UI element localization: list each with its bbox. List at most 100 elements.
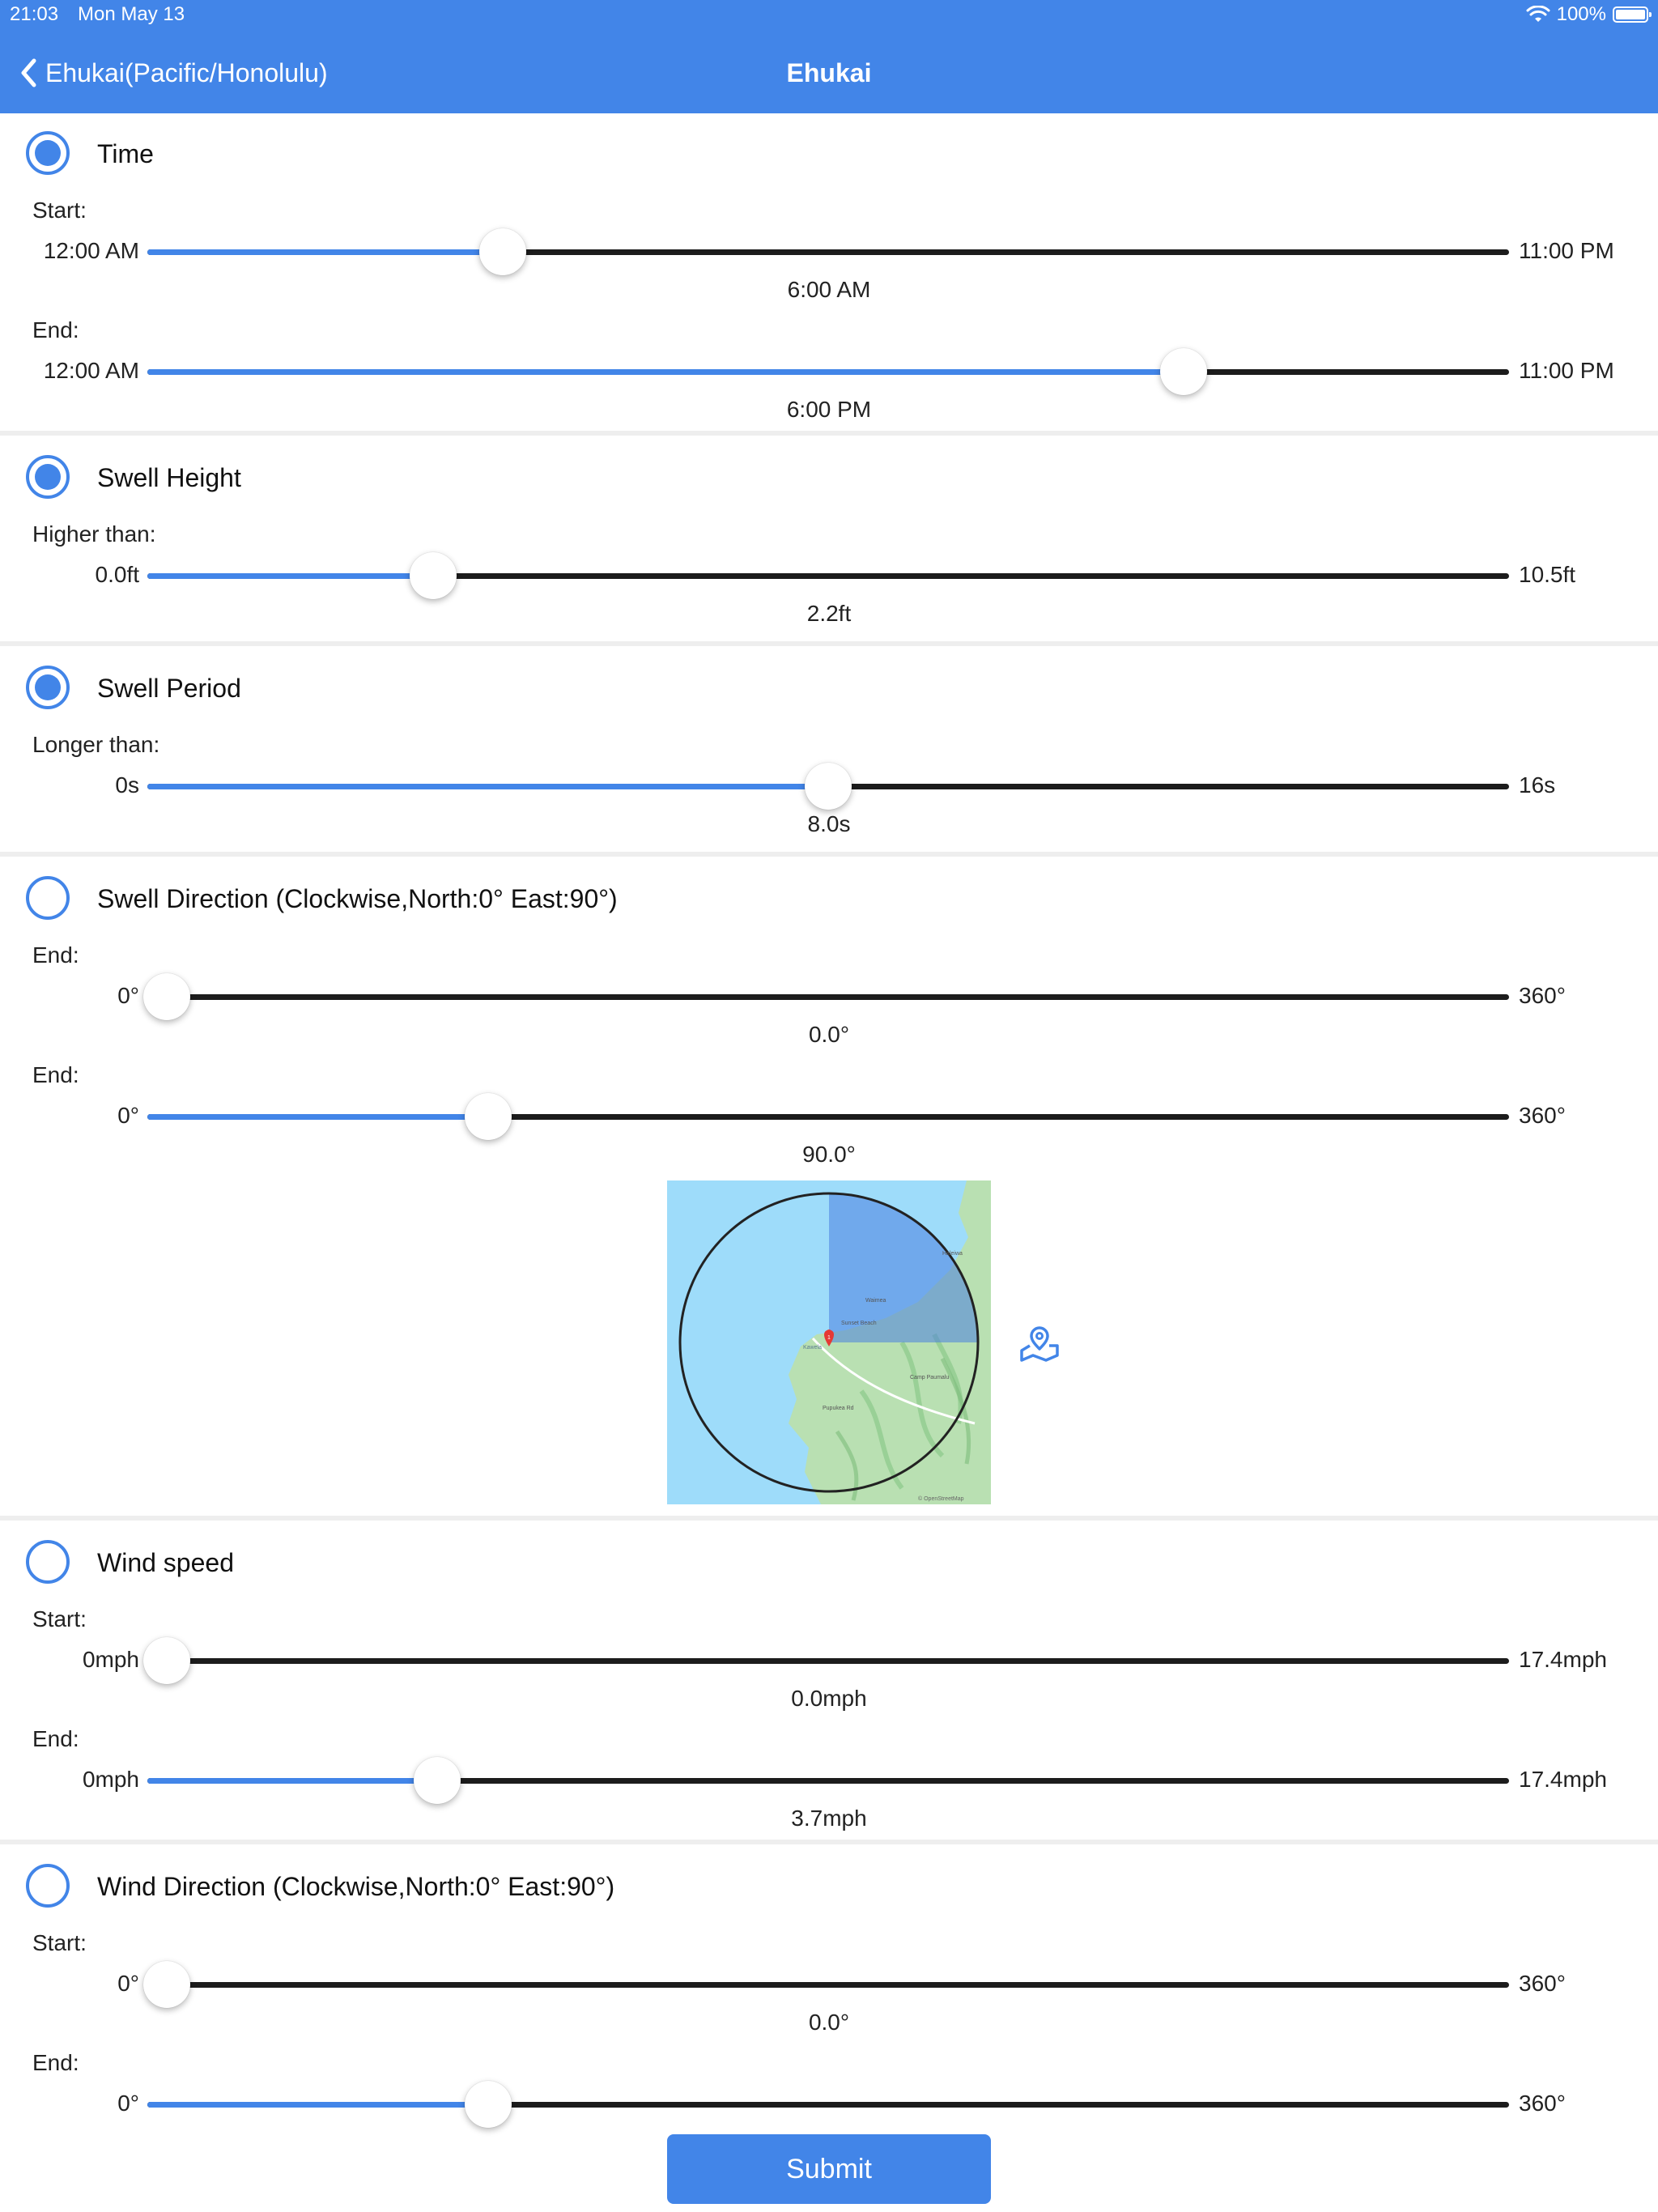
- wind-direction-start-label: Start:: [32, 1930, 87, 1955]
- wind-direction-start-min: 0°: [117, 1971, 139, 1996]
- divider: [0, 1840, 1658, 1844]
- divider: [0, 431, 1658, 436]
- divider: [0, 1516, 1658, 1521]
- status-right: 100%: [1526, 3, 1652, 26]
- wind-speed-start-label: Start:: [32, 1606, 87, 1631]
- swell-period-title: Swell Period: [97, 674, 241, 703]
- swell-height-toggle[interactable]: [26, 455, 70, 499]
- map-label: Sunset Beach: [841, 1321, 877, 1326]
- slider-fill: [147, 1778, 438, 1784]
- swell-direction-sector: [829, 1193, 978, 1342]
- map-label: Camp Paumalu: [910, 1375, 949, 1380]
- map-location-icon[interactable]: [1018, 1321, 1061, 1363]
- swell-height-max: 10.5ft: [1519, 562, 1576, 587]
- time-end-slider[interactable]: [147, 348, 1509, 395]
- time-toggle[interactable]: [26, 131, 70, 175]
- wind-direction-end-slider[interactable]: [147, 2081, 1509, 2128]
- pin-label: 1: [827, 1335, 831, 1341]
- time-start-min: 12:00 AM: [43, 238, 139, 263]
- back-label: Ehukai(Pacific/Honolulu): [45, 57, 328, 87]
- wind-speed-start-slider[interactable]: [143, 1637, 1509, 1684]
- wind-speed-end-value: 3.7mph: [791, 1806, 867, 1831]
- slider-thumb[interactable]: [143, 1961, 190, 2008]
- swell-period-slider[interactable]: [147, 763, 1509, 810]
- wind-speed-start-max: 17.4mph: [1519, 1647, 1607, 1672]
- time-start-slider[interactable]: [147, 228, 1509, 275]
- time-end-min: 12:00 AM: [43, 358, 139, 383]
- wind-direction-title: Wind Direction (Clockwise,North:0° East:…: [97, 1872, 615, 1901]
- submit-button[interactable]: Submit: [667, 2134, 991, 2204]
- slider-thumb[interactable]: [1160, 348, 1207, 395]
- swell-direction-end-slider[interactable]: [147, 1093, 1509, 1140]
- map-label: Haleiwa: [942, 1251, 963, 1257]
- swell-direction-end-max: 360°: [1519, 1103, 1566, 1128]
- swell-direction-toggle[interactable]: [26, 876, 70, 920]
- time-end-value: 6:00 PM: [786, 397, 872, 422]
- slider-thumb[interactable]: [410, 552, 457, 599]
- wind-direction-start-max: 360°: [1519, 1971, 1566, 1996]
- time-end-max: 11:00 PM: [1519, 358, 1614, 383]
- wind-speed-end-slider[interactable]: [147, 1757, 1509, 1804]
- slider-thumb[interactable]: [143, 973, 190, 1020]
- wifi-icon: [1526, 6, 1550, 22]
- slider-fill: [147, 249, 503, 255]
- location-pin-marker: 1: [824, 1329, 834, 1346]
- swell-period-toggle[interactable]: [26, 666, 70, 709]
- chevron-left-icon: [21, 58, 36, 87]
- time-start-max: 11:00 PM: [1519, 238, 1614, 263]
- swell-height-label: Higher than:: [32, 521, 156, 547]
- slider-fill: [147, 784, 828, 789]
- wind-direction-end-label: End:: [32, 2050, 79, 2075]
- map-graphic: Sunset Beach Waimea Pupukea Rd Camp Paum…: [667, 1180, 991, 1504]
- swell-direction-start-max: 360°: [1519, 983, 1566, 1008]
- swell-height-title: Swell Height: [97, 463, 241, 492]
- map-label: Kawela: [803, 1345, 822, 1351]
- status-time: 21:03: [10, 3, 59, 25]
- divider: [0, 852, 1658, 857]
- time-title: Time: [97, 139, 154, 168]
- status-date: Mon May 13: [78, 3, 185, 25]
- swell-height-min: 0.0ft: [95, 562, 139, 587]
- swell-direction-end-label: End:: [32, 1062, 79, 1087]
- slider-fill: [147, 1114, 488, 1120]
- wind-speed-toggle[interactable]: [26, 1540, 70, 1584]
- battery-icon: [1613, 6, 1652, 23]
- swell-direction-start-min: 0°: [117, 983, 139, 1008]
- wind-speed-end-max: 17.4mph: [1519, 1767, 1607, 1792]
- swell-direction-start-label: End:: [32, 942, 79, 968]
- time-end-label: End:: [32, 317, 79, 342]
- nav-bar: 21:03 Mon May 13 100% Ehukai(Pacific/Hon…: [0, 0, 1658, 113]
- range-circle: [678, 1192, 980, 1493]
- time-start-value: 6:00 AM: [787, 277, 871, 302]
- slider-thumb[interactable]: [805, 763, 852, 810]
- wind-direction-start-value: 0.0°: [808, 2010, 850, 2035]
- swell-period-value: 8.0s: [807, 811, 851, 836]
- wind-speed-start-value: 0.0mph: [791, 1686, 867, 1711]
- swell-height-slider[interactable]: [147, 552, 1509, 599]
- slider-thumb[interactable]: [414, 1757, 461, 1804]
- swell-direction-start-value: 0.0°: [808, 1022, 850, 1047]
- slider-thumb[interactable]: [479, 228, 526, 275]
- wind-speed-title: Wind speed: [97, 1548, 234, 1577]
- swell-period-min: 0s: [115, 772, 139, 798]
- swell-direction-end-min: 0°: [117, 1103, 139, 1128]
- swell-direction-end-value: 90.0°: [802, 1142, 856, 1167]
- slider-thumb[interactable]: [464, 2081, 512, 2128]
- wind-speed-end-min: 0mph: [82, 1767, 139, 1792]
- wind-direction-start-slider[interactable]: [143, 1961, 1509, 2008]
- slider-thumb[interactable]: [464, 1093, 512, 1140]
- swell-direction-start-slider[interactable]: [143, 973, 1509, 1020]
- swell-height-value: 2.2ft: [806, 601, 852, 626]
- back-button[interactable]: Ehukai(Pacific/Honolulu): [19, 53, 328, 92]
- divider: [0, 641, 1658, 646]
- wind-speed-start-min: 0mph: [82, 1647, 139, 1672]
- swell-period-label: Longer than:: [32, 732, 160, 757]
- swell-period-max: 16s: [1519, 772, 1556, 798]
- wind-direction-toggle[interactable]: [26, 1864, 70, 1908]
- slider-fill: [147, 573, 434, 579]
- direction-map[interactable]: Sunset Beach Waimea Pupukea Rd Camp Paum…: [667, 1180, 991, 1504]
- slider-fill: [147, 2102, 488, 2108]
- swell-direction-title: Swell Direction (Clockwise,North:0° East…: [97, 884, 618, 913]
- slider-thumb[interactable]: [143, 1637, 190, 1684]
- wind-direction-end-min: 0°: [117, 2091, 139, 2116]
